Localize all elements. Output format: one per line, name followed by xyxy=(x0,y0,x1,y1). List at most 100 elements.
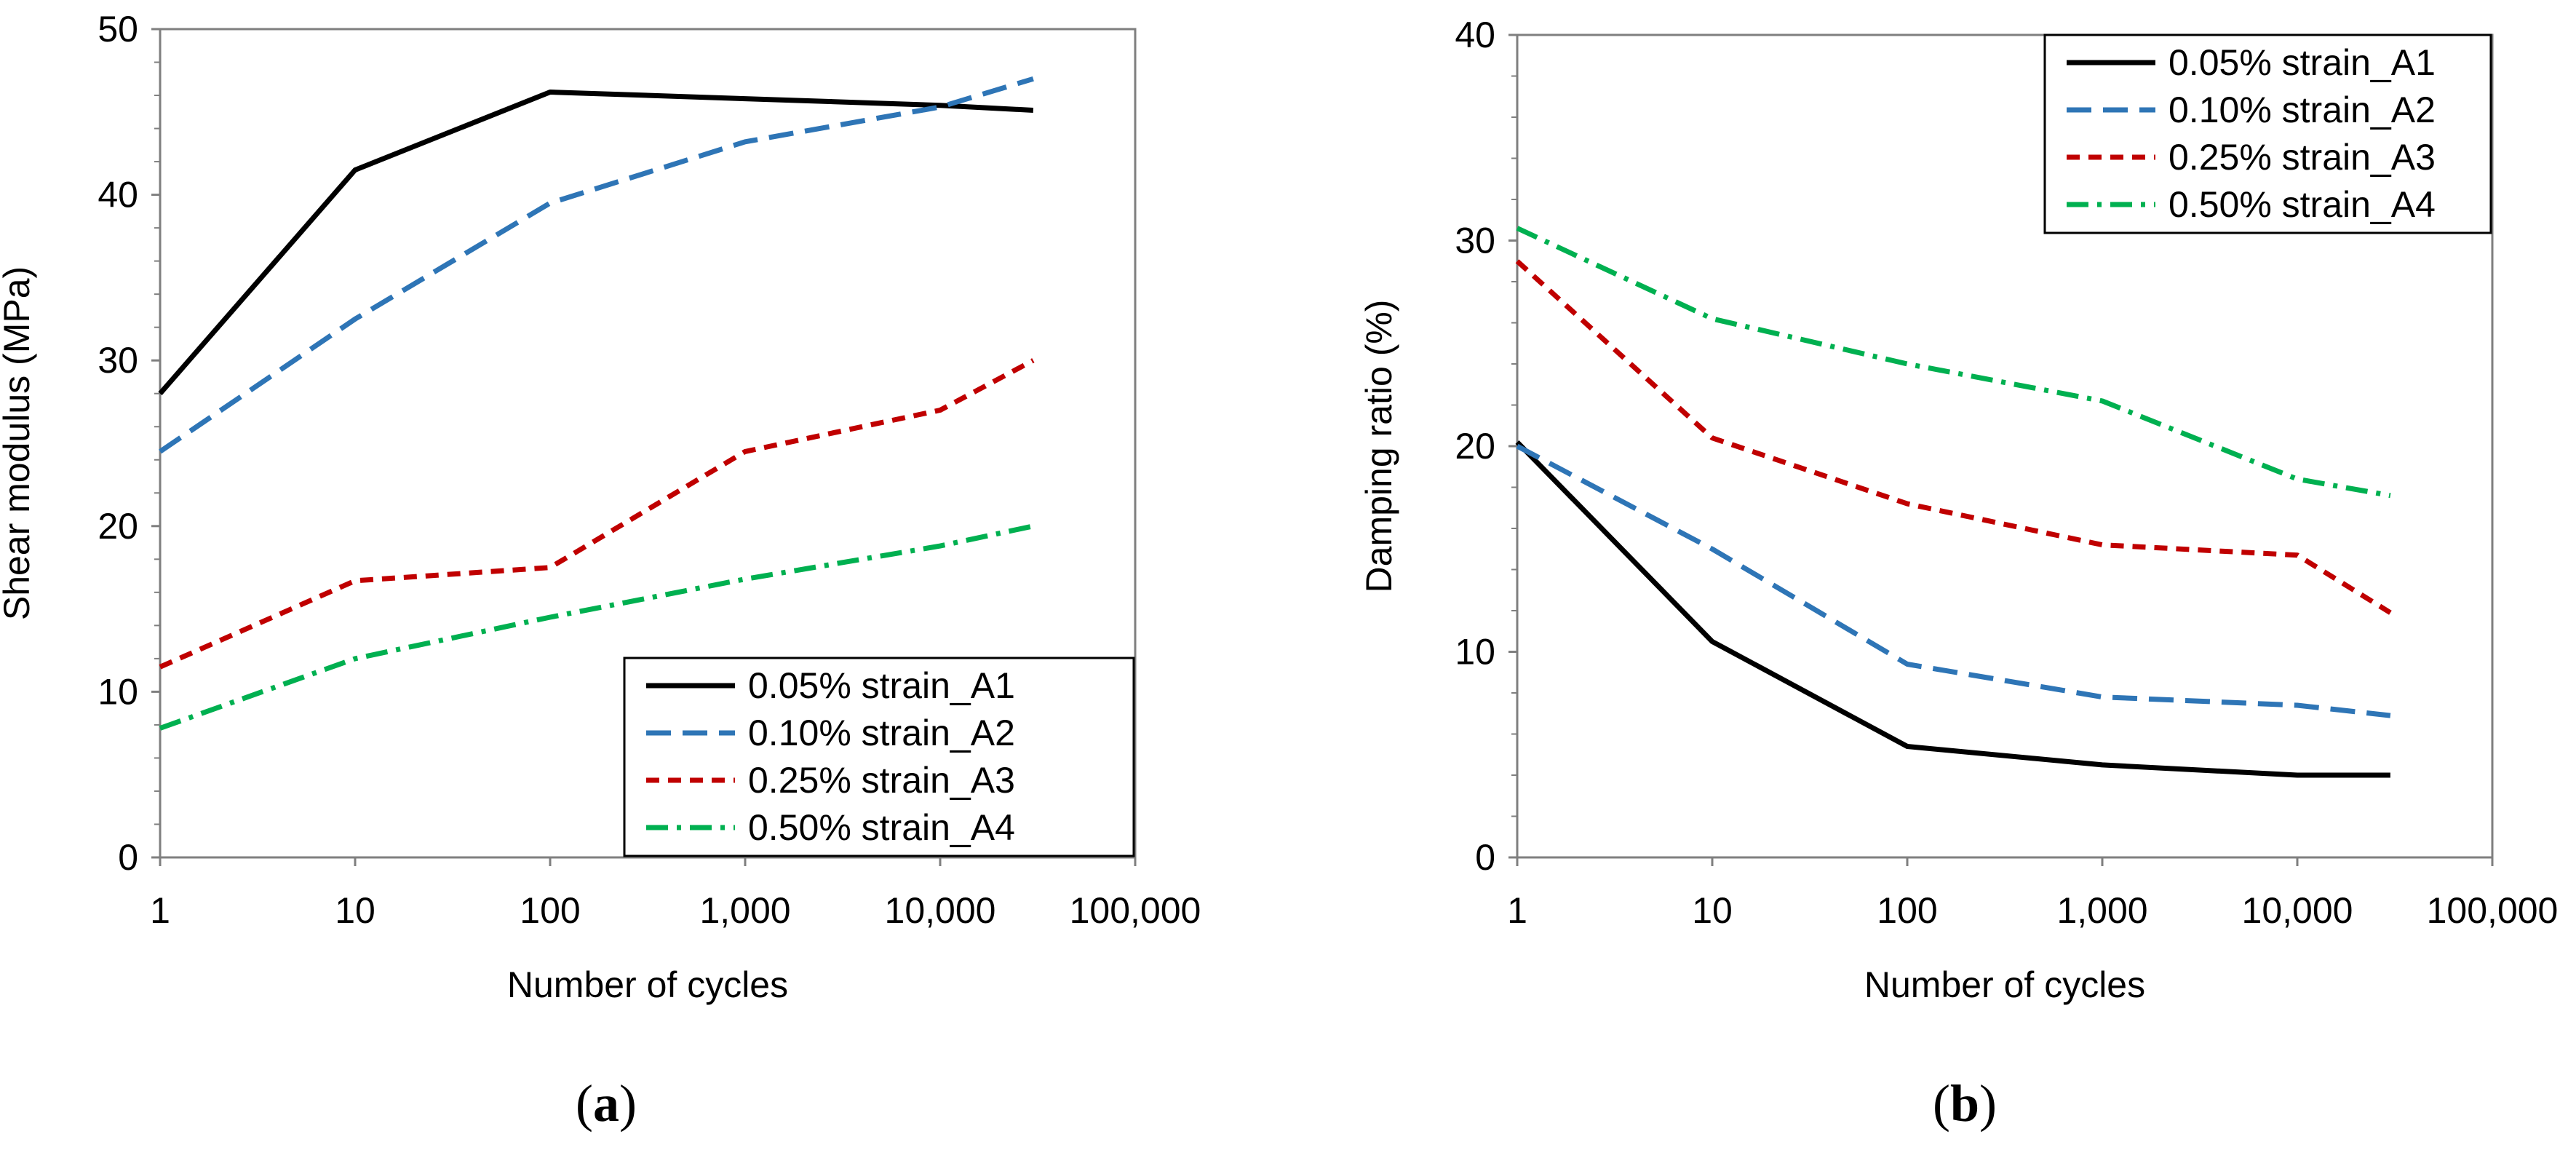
series-line-1 xyxy=(1515,440,2390,778)
data-point xyxy=(743,97,747,101)
x-axis-title: Number of cycles xyxy=(507,964,788,1005)
data-point xyxy=(2100,763,2104,767)
x-tick-label: 10 xyxy=(335,890,375,931)
data-point xyxy=(2295,703,2299,707)
data-point xyxy=(2388,493,2393,498)
legend-box xyxy=(2043,33,2492,234)
data-point xyxy=(2100,543,2104,547)
data-point xyxy=(1031,524,1035,528)
plot-frame xyxy=(159,28,1137,859)
data-point xyxy=(938,105,942,109)
data-point xyxy=(1905,744,1909,748)
y-tick-label: 0 xyxy=(1475,837,1495,878)
y-tick-label: 40 xyxy=(1455,15,1495,55)
y-tick-label: 30 xyxy=(1455,221,1495,261)
data-point xyxy=(938,408,942,412)
legend-label-1: 0.05% strain_A1 xyxy=(2168,42,2436,83)
data-point xyxy=(1515,440,1519,444)
y-tick-label: 50 xyxy=(98,9,138,49)
data-point xyxy=(1710,317,1714,321)
series-line-1 xyxy=(158,90,1034,396)
legend-label-2: 0.10% strain_A2 xyxy=(2168,90,2436,130)
data-point xyxy=(1905,501,1909,506)
data-point xyxy=(2295,477,2299,481)
data-point xyxy=(158,726,162,730)
legend-label-3: 0.25% strain_A3 xyxy=(748,760,1015,801)
data-point xyxy=(1031,358,1035,362)
data-point xyxy=(353,579,357,583)
y-axis-title: Shear modulus (MPa) xyxy=(0,266,37,620)
data-point xyxy=(353,167,357,172)
data-point xyxy=(158,449,162,453)
legend: 0.05% strain_A1 0.10% strain_A2 0.25% stra… xyxy=(2043,33,2492,234)
x-axis-title: Number of cycles xyxy=(1864,964,2145,1005)
data-point xyxy=(1710,436,1714,440)
series-line-2 xyxy=(1516,443,2391,718)
y-tick-label: 40 xyxy=(98,175,138,215)
x-tick-label: 10 xyxy=(1692,890,1733,931)
data-point xyxy=(548,615,552,619)
x-tick-label: 100 xyxy=(1877,890,1937,931)
series-line-4 xyxy=(159,523,1034,731)
data-point xyxy=(743,140,747,144)
panel-label: (b) xyxy=(1933,1074,1997,1133)
data-point xyxy=(2388,773,2393,777)
x-tick-label: 100,000 xyxy=(1070,890,1201,931)
data-point xyxy=(1905,362,1909,366)
y-tick-label: 0 xyxy=(118,837,138,878)
data-point xyxy=(938,544,942,548)
x-tick-label: 1 xyxy=(150,890,170,931)
data-point xyxy=(1710,547,1714,551)
legend-label-3: 0.25% strain_A3 xyxy=(2168,137,2436,178)
data-point xyxy=(1031,76,1035,81)
series-line-3 xyxy=(1515,259,2392,615)
series-line-3 xyxy=(159,358,1035,670)
y-tick-label: 10 xyxy=(1455,632,1495,673)
data-point xyxy=(548,566,552,570)
data-point xyxy=(743,449,747,453)
data-point xyxy=(1905,662,1909,666)
chart-shear-modulus: 0 10 20 30 40 50 1 10 100 1,000 10,000 100,000 Numbe… xyxy=(0,9,1201,1133)
data-point xyxy=(548,201,552,205)
x-tick-label: 1 xyxy=(1507,890,1527,931)
x-tick-label: 1,000 xyxy=(699,890,790,931)
data-point xyxy=(158,665,162,669)
legend: 0.05% strain_A1 0.10% strain_A2 0.25% stra… xyxy=(623,657,1135,857)
data-point xyxy=(158,392,162,396)
y-tick-label: 20 xyxy=(1455,426,1495,467)
data-point xyxy=(1710,639,1714,643)
x-tick-label: 10,000 xyxy=(885,890,996,931)
data-point xyxy=(2100,695,2104,699)
data-point xyxy=(1031,108,1035,113)
y-axis-title: Damping ratio (%) xyxy=(1359,300,1399,593)
legend-label-4: 0.50% strain_A4 xyxy=(2168,184,2436,225)
data-point xyxy=(1515,259,1519,263)
data-point xyxy=(2100,399,2104,403)
legend-box xyxy=(623,657,1135,857)
y-tick-label: 10 xyxy=(98,671,138,712)
legend-label-1: 0.05% strain_A1 xyxy=(748,665,1015,706)
data-point xyxy=(2388,713,2393,718)
series-line-2 xyxy=(159,76,1034,454)
data-point xyxy=(743,577,747,582)
data-point xyxy=(548,90,552,94)
x-tick-label: 10,000 xyxy=(2242,890,2353,931)
x-tick-label: 100 xyxy=(520,890,580,931)
data-point xyxy=(2295,553,2299,558)
data-point xyxy=(353,317,357,321)
legend-label-2: 0.10% strain_A2 xyxy=(748,713,1015,753)
series-line-4 xyxy=(1516,226,2391,499)
y-tick-label: 30 xyxy=(98,340,138,381)
x-tick-label: 1,000 xyxy=(2056,890,2147,931)
y-tick-label: 20 xyxy=(98,506,138,547)
data-point xyxy=(2295,773,2299,777)
data-point xyxy=(1515,444,1519,448)
panel-letter: a xyxy=(593,1074,619,1133)
data-point xyxy=(2388,611,2393,615)
x-tick-label: 100,000 xyxy=(2427,890,2559,931)
data-point xyxy=(353,657,357,661)
chart-damping-ratio: 0 10 20 30 40 1 10 100 1,000 10,000 100,000 Number … xyxy=(1359,15,2558,1133)
panel-label: (a) xyxy=(576,1074,637,1133)
data-point xyxy=(1515,226,1519,231)
